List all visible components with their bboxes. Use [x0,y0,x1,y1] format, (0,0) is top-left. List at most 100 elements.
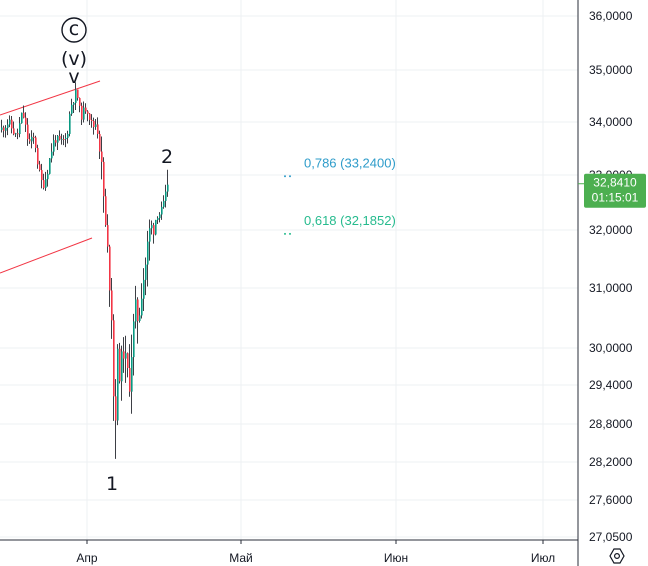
chart-settings-button[interactable] [604,546,630,566]
candle-body [17,133,19,135]
candle-body [127,353,129,368]
wave-v-tick: v [68,66,79,88]
time-tick-label: Июн [384,551,408,565]
candle-body [75,89,77,103]
candle-body [49,158,51,174]
candles [1,82,169,459]
candle-body [133,321,135,358]
candle-body [29,139,31,142]
wave-labels: c (v)v 1 2 [61,17,173,495]
candle-body [21,112,23,124]
candle-body [125,353,127,359]
candle-body [61,138,63,140]
candle-body [31,136,33,142]
fibonacci-levels: 0,786 (33,2400) 0,618 (32,1852) [284,155,396,235]
candle-body [47,173,49,180]
candle-body [53,140,55,152]
candle-body [131,357,133,392]
wave-2-label: 2 [161,146,173,168]
candle-body [95,124,97,127]
candle-body [25,117,27,125]
time-tick-label: Май [229,551,253,565]
candle-body [63,138,65,140]
candle-body [117,348,119,421]
candle-body [77,89,79,99]
candle-body [167,184,169,192]
candle-body [19,123,21,135]
candle-body [149,228,151,242]
candle-body [69,113,71,134]
price-tick-label: 28,8000 [589,417,633,431]
wave-v-label: (v) [61,48,87,70]
fib-level-marker [284,232,286,235]
candle-body [85,107,87,112]
candle-body [141,298,143,316]
time-tick-label: Апр [76,551,98,565]
candle-body [7,124,9,128]
candle-body [35,137,37,148]
candle-body [91,119,93,121]
price-tick-label: 35,0000 [589,63,633,77]
candle-body [111,290,113,321]
channel-upper-line [0,80,101,116]
candle-body [45,179,47,188]
candle-body [23,112,25,118]
candle-body [87,111,89,114]
candle-body [137,299,139,321]
price-tick-label: 31,0000 [589,281,633,295]
candle-body [41,170,43,181]
candle-body [27,124,29,140]
candle-body [13,128,15,135]
candle-body [65,137,67,140]
candle-body [99,133,101,152]
price-tick-label: 28,2000 [589,455,633,469]
fib-level-label: 0,618 (32,1852) [304,213,396,228]
candle-body [109,246,111,291]
candle-body [67,133,69,138]
candle-body [101,151,103,162]
fib-level-marker [284,175,286,178]
candle-body [43,180,45,188]
elliott-channel [0,80,101,274]
wave-c-circle [61,17,87,43]
candle-body [163,200,165,207]
candle-body [57,135,59,143]
candle-body [147,241,149,265]
candle-body [123,351,125,359]
candle-body [97,124,99,134]
candle-body [153,225,155,235]
candle-body [107,225,109,247]
candle-body [55,140,57,143]
time-axis[interactable]: Апр Май Июн Июл [0,539,578,565]
time-tick-label: Июл [531,551,555,565]
candle-body [3,127,5,131]
price-tick-label: 27,0500 [589,530,633,544]
price-tick-label: 32,0000 [589,223,633,237]
candle-body [151,225,153,229]
candle-body [37,147,39,165]
price-tick-label: 27,6000 [589,493,633,507]
price-axis[interactable]: 36,000035,000034,000033,000032,000031,00… [577,0,633,566]
candle-body [93,120,95,127]
price-tick-label: 36,0000 [589,9,633,23]
fib-level-marker [289,175,291,178]
wave-1-label: 1 [106,473,118,495]
last-price-value: 32,8410 [593,176,637,190]
candle-body [103,161,105,197]
candle-body [119,348,121,382]
candle-body [5,127,7,131]
price-tick-label: 29,4000 [589,378,633,392]
candle-body [1,127,3,130]
candle-body [73,102,75,105]
candle-body [113,320,115,397]
candle-body [59,135,61,140]
candle-body [155,219,157,235]
candle-body [15,133,17,135]
candle-body [11,119,13,129]
candle-body [105,196,107,226]
wave-c-label: c [69,18,79,40]
candle-body [129,367,131,392]
candle-body [81,105,83,120]
channel-lower-line [0,237,93,274]
